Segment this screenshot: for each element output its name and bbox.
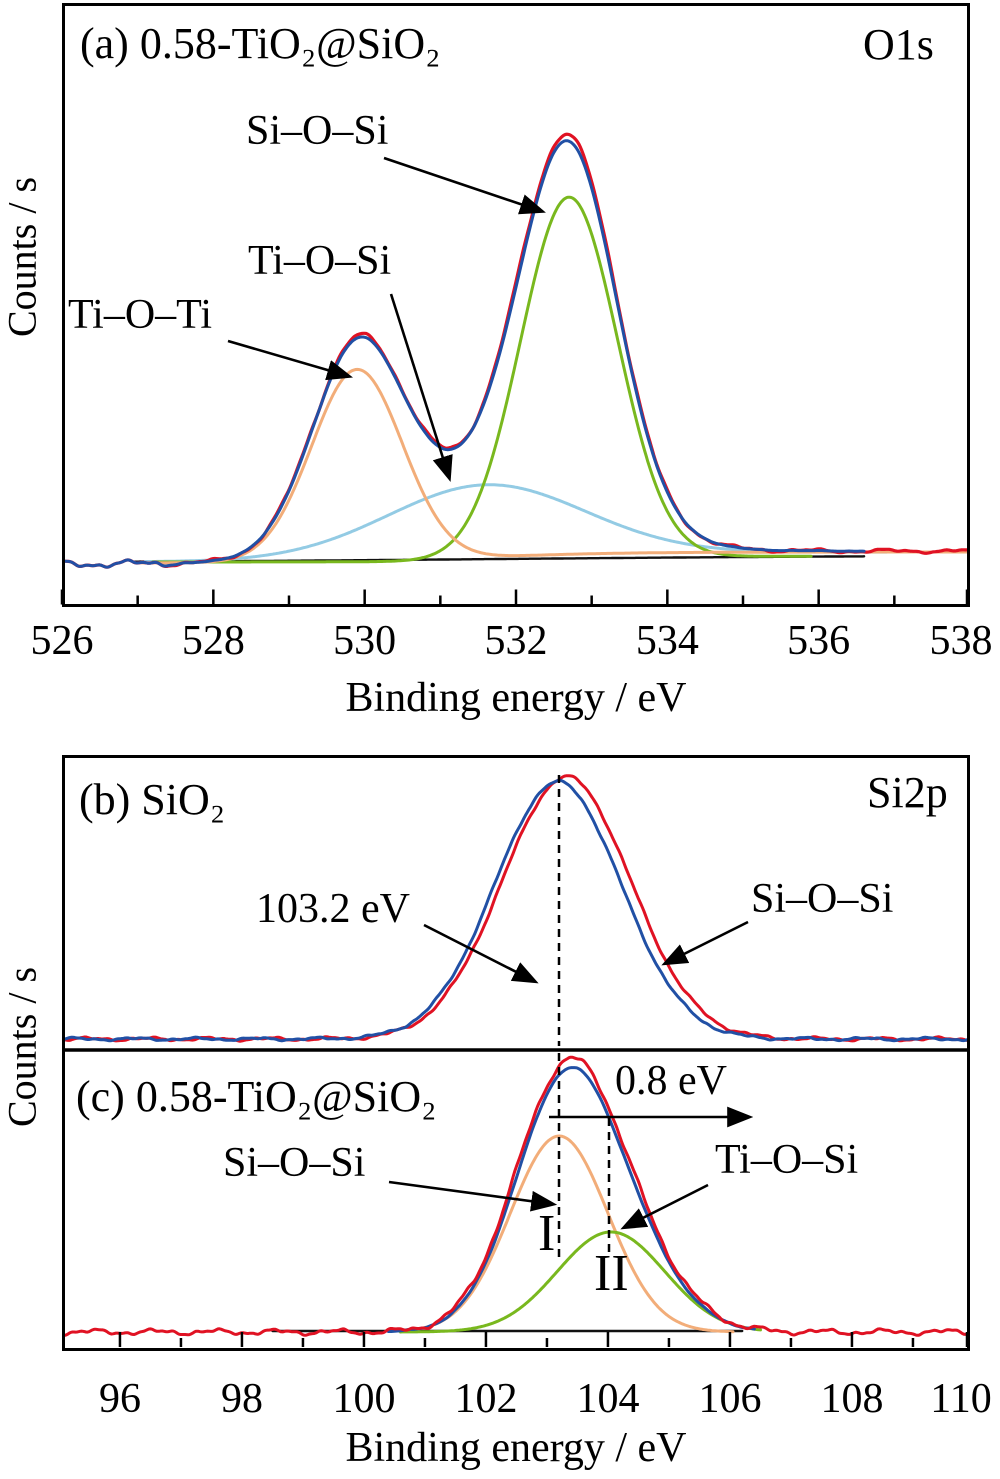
series-c-si-o-si-component: [405, 1134, 735, 1334]
x-tick-label-100: 100: [332, 1376, 396, 1422]
arrow-103-2-ev-b: [423, 923, 539, 984]
y-axis-title-bc: Counts / s: [0, 966, 45, 1128]
panel-a-title: (a) 0.58-TiO₂@SiO₂: [80, 19, 441, 68]
annotation-shift-ev-c: 0.8 eV: [615, 1058, 727, 1104]
arrow-si-o-si-c: [388, 1180, 558, 1212]
x-tick-label-536: 536: [787, 618, 851, 664]
arrow-si-o-si-b: [661, 920, 749, 966]
arrow-ti-o-ti-a: [227, 339, 353, 381]
series-a-si-o-si-component: [151, 195, 813, 564]
x-tick-label-102: 102: [454, 1376, 518, 1422]
series-a-raw-data: [64, 132, 968, 569]
x-tick-label-104: 104: [576, 1376, 640, 1422]
annotation-ti-o-si-c: Ti–O–Si: [715, 1137, 859, 1183]
annotation-ti-o-si-a: Ti–O–Si: [248, 238, 392, 284]
series-c-raw-data: [64, 1055, 968, 1337]
series-c-envelope-fit: [386, 1066, 756, 1333]
panel-bc-border: [62, 755, 970, 1351]
annotation-component-ii: II: [594, 1245, 629, 1302]
x-tick-label-532: 532: [484, 618, 548, 664]
series-a-envelope-fit: [64, 139, 866, 569]
x-tick-label-538: 538: [929, 618, 993, 664]
x-tick-label-530: 530: [333, 618, 397, 664]
x-tick-label-110: 110: [930, 1376, 992, 1422]
y-axis-title-a: Counts / s: [0, 176, 45, 338]
annotation-ti-o-ti-a: Ti–O–Ti: [68, 292, 213, 338]
x-tick-label-96: 96: [98, 1376, 141, 1422]
x-tick-label-534: 534: [635, 618, 699, 664]
arrow-ti-o-si-a: [389, 293, 453, 482]
series-c-ti-o-si-component: [399, 1230, 762, 1334]
panel-a-border: [62, 3, 970, 607]
x-tick-label-526: 526: [30, 618, 94, 664]
panel-b-region-label: Si2p: [867, 768, 948, 817]
annotation-peak-ev-b: 103.2 eV: [256, 886, 410, 932]
panel-c-title: (c) 0.58-TiO₂@SiO₂: [76, 1072, 437, 1121]
series-b-fit-curve: [64, 778, 968, 1043]
annotation-component-i: I: [538, 1205, 556, 1262]
x-tick-label-108: 108: [820, 1376, 884, 1422]
x-tick-label-528: 528: [181, 618, 245, 664]
x-tick-label-106: 106: [698, 1376, 762, 1422]
annotation-si-o-si-b: Si–O–Si: [751, 876, 894, 922]
panel-a-region-label: O1s: [863, 20, 934, 69]
x-axis-title-a: Binding energy / eV: [345, 675, 687, 721]
annotation-si-o-si-c: Si–O–Si: [223, 1140, 366, 1186]
x-axis-title-bc: Binding energy / eV: [345, 1425, 687, 1471]
annotation-si-o-si-a: Si–O–Si: [246, 108, 389, 154]
arrow-ti-o-si-c: [620, 1183, 709, 1230]
x-tick-label-98: 98: [220, 1376, 263, 1422]
arrow-si-o-si-a: [383, 156, 546, 215]
panel-b-title: (b) SiO₂: [79, 775, 226, 824]
